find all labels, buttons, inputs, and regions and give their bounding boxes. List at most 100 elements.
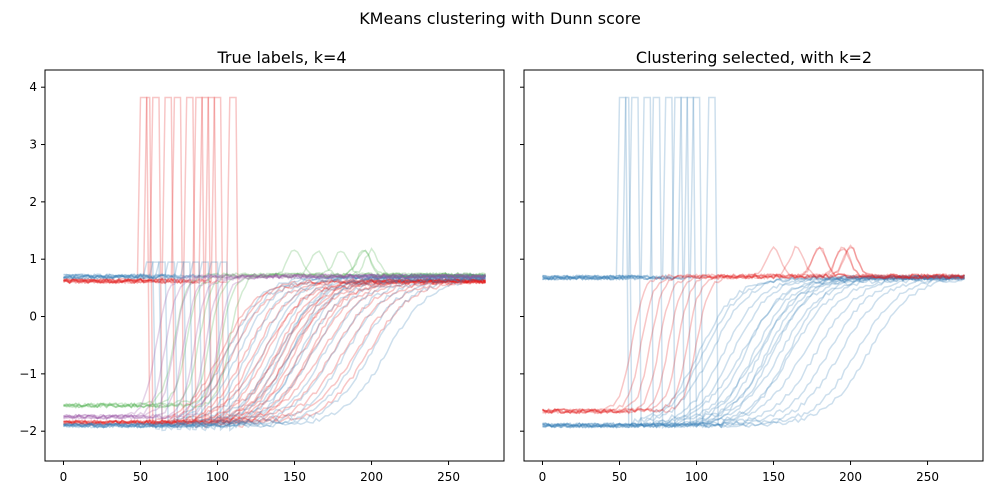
series-line-purple: [63, 273, 486, 420]
series-line-red: [63, 278, 487, 426]
series-line-red: [63, 279, 486, 426]
series-line-blue: [542, 274, 966, 429]
series-line-blue: [63, 274, 487, 429]
series-line-red: [541, 246, 965, 415]
series-line-blue: [63, 275, 487, 429]
series-line-purple: [63, 272, 486, 420]
series-line-purple: [62, 273, 487, 420]
y-tick-label: −2: [19, 424, 37, 438]
series-line-blue: [63, 274, 487, 429]
series-line-green: [63, 249, 486, 409]
axes-frame-right: [523, 69, 984, 462]
series-line-blue: [542, 274, 965, 429]
series-line-red: [63, 278, 486, 426]
series-line-red: [542, 245, 965, 414]
figure-suptitle: KMeans clustering with Dunn score: [359, 9, 641, 28]
x-tick-label: 150: [762, 470, 785, 484]
series-line-blue: [63, 261, 486, 432]
series-line-red: [63, 96, 486, 427]
y-tick-label: −1: [19, 367, 37, 381]
series-line-red: [63, 277, 487, 426]
subplot-left-title: True labels, k=4: [216, 48, 346, 67]
x-tick-label: 50: [612, 470, 627, 484]
series-line-blue: [63, 276, 486, 429]
series-line-red: [63, 278, 486, 426]
tick-layer-right: 0 50 100 150 200 250: [520, 86, 939, 484]
series-line-blue: [542, 275, 965, 429]
y-tick-label: 0: [29, 310, 37, 324]
series-line-red: [63, 278, 486, 426]
x-tick-label: 0: [539, 470, 547, 484]
series-line-blue: [542, 96, 965, 429]
y-tick-label: 3: [29, 138, 37, 152]
series-line-red: [63, 96, 487, 426]
series-line-blue: [542, 96, 965, 426]
series-line-green: [63, 249, 486, 409]
series-line-purple: [63, 273, 487, 420]
series-line-blue: [63, 261, 486, 431]
series-line-red: [63, 96, 486, 427]
x-tick-label: 50: [133, 470, 148, 484]
series-line-purple: [63, 272, 486, 420]
series-line-red: [63, 96, 486, 426]
series-line-blue: [542, 96, 965, 429]
series-line-blue: [542, 274, 965, 429]
series-line-blue: [542, 275, 965, 429]
series-line-blue: [63, 274, 486, 429]
x-tick-label: 150: [283, 470, 306, 484]
series-line-blue: [63, 275, 486, 429]
series-line-red: [63, 96, 486, 428]
series-line-blue: [63, 261, 486, 432]
series-line-blue: [542, 96, 965, 426]
x-tick-label: 100: [206, 470, 229, 484]
subplot-right-title: Clustering selected, with k=2: [636, 48, 872, 67]
x-tick-label: 200: [839, 470, 862, 484]
series-line-red: [63, 96, 486, 429]
series-line-green: [63, 250, 486, 409]
series-line-red: [63, 96, 486, 430]
series-line-blue: [62, 274, 487, 429]
series-line-blue: [63, 274, 486, 429]
y-tick-label: 1: [29, 252, 37, 266]
series-line-red: [541, 247, 965, 415]
series-line-red: [63, 96, 486, 429]
y-tick-label: 4: [29, 80, 37, 94]
series-line-blue: [63, 261, 486, 431]
series-line-blue: [63, 261, 486, 431]
series-line-red: [63, 96, 486, 429]
x-tick-label: 100: [685, 470, 708, 484]
series-line-red: [63, 96, 486, 427]
series-line-red: [63, 277, 486, 427]
series-line-green: [63, 249, 486, 409]
series-line-red: [542, 248, 965, 414]
series-line-red: [63, 96, 486, 428]
series-line-red: [63, 278, 487, 426]
series-line-red: [63, 277, 487, 426]
series-line-red: [542, 244, 965, 415]
series-line-blue: [542, 96, 965, 429]
series-line-blue: [542, 96, 965, 428]
y-tick-label: 2: [29, 195, 37, 209]
series-line-blue: [542, 275, 965, 429]
series-line-green: [63, 247, 486, 409]
series-line-blue: [63, 261, 486, 431]
series-line-purple: [63, 273, 486, 420]
tick-layer-left: 0 50 100 150 200 250 −2 −1 0 1 2 3 4: [19, 80, 460, 484]
series-line-red: [62, 278, 486, 426]
series-line-blue: [542, 274, 965, 429]
series-line-blue: [542, 274, 965, 429]
series-line-blue: [62, 274, 486, 429]
x-tick-label: 250: [437, 470, 460, 484]
x-tick-label: 250: [916, 470, 939, 484]
subplot-left: True labels, k=4 0 50 100 150 200 250 −2 −1 0 1 2 3…: [19, 48, 505, 484]
series-line-blue: [542, 96, 965, 428]
series-line-blue: [63, 276, 486, 429]
series-line-purple: [63, 273, 486, 421]
series-line-blue: [541, 96, 965, 430]
series-line-blue: [542, 275, 965, 429]
series-line-blue: [542, 96, 965, 428]
x-tick-label: 0: [60, 470, 68, 484]
series-line-blue: [542, 277, 965, 429]
